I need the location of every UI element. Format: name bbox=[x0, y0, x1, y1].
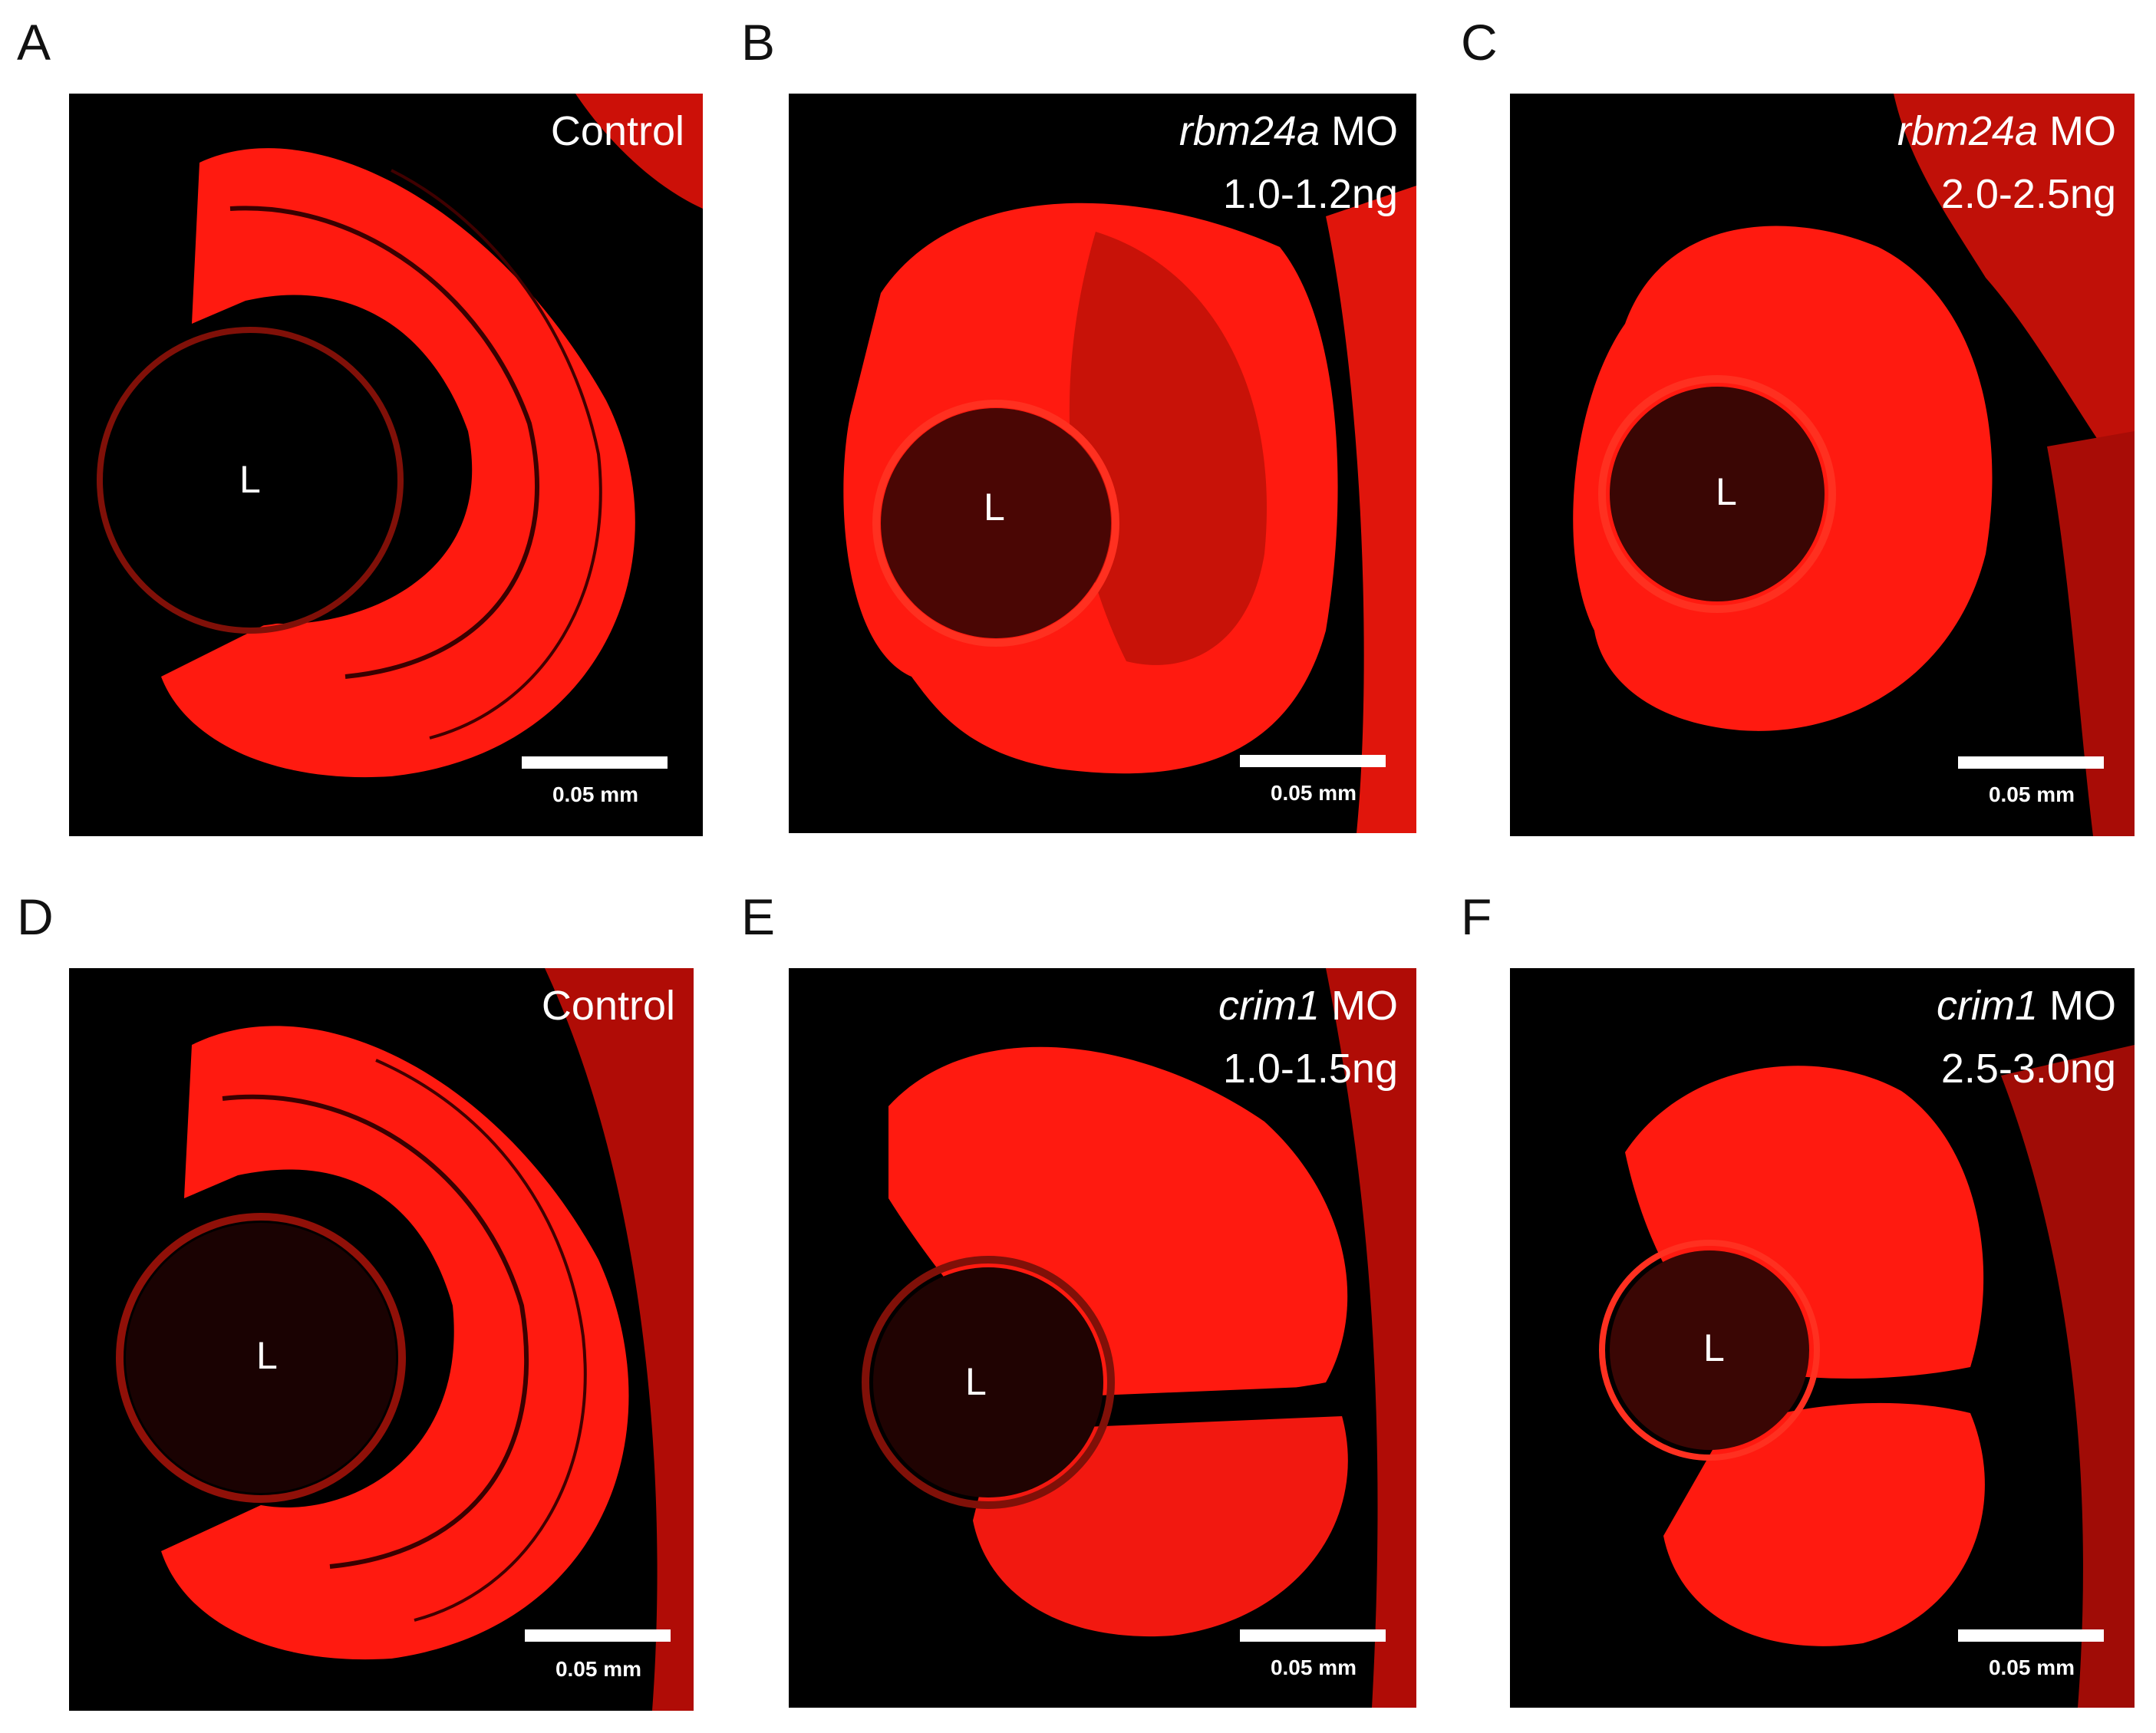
panel-letter-d: D bbox=[17, 888, 54, 945]
panel-letter-c: C bbox=[1461, 14, 1498, 71]
gene-name: rbm24a bbox=[1179, 108, 1320, 154]
panel-b-micrograph: rbm24a MO 1.0-1.2ng L 0.05 mm bbox=[789, 94, 1416, 833]
lens-label: L bbox=[239, 458, 261, 501]
lens-label: L bbox=[256, 1334, 278, 1377]
panel-e-micrograph: crim1 MO 1.0-1.5ng L 0.05 mm bbox=[789, 968, 1416, 1708]
scale-bar bbox=[1240, 1629, 1386, 1642]
gene-name: crim1 bbox=[1218, 983, 1320, 1029]
condition-label: rbm24a MO 1.0-1.2ng bbox=[1179, 100, 1398, 226]
condition-text: MO bbox=[2038, 983, 2116, 1029]
condition-text: MO bbox=[2038, 108, 2116, 154]
panel-a-micrograph: Control L 0.05 mm bbox=[69, 94, 703, 836]
scale-bar-label: 0.05 mm bbox=[555, 1657, 642, 1681]
scale-bar bbox=[1240, 755, 1386, 767]
scale-bar bbox=[525, 1629, 671, 1642]
eye-section-image bbox=[843, 186, 1416, 833]
eye-section-image bbox=[1573, 94, 2135, 836]
eye-section-image bbox=[116, 968, 694, 1711]
condition-label: crim1 MO 1.0-1.5ng bbox=[1218, 974, 1398, 1100]
panel-letter-b: B bbox=[741, 14, 776, 71]
panel-c-micrograph: rbm24a MO 2.0-2.5ng L 0.05 mm bbox=[1510, 94, 2135, 836]
panel-f-micrograph: crim1 MO 2.5-3.0ng L 0.05 mm bbox=[1510, 968, 2135, 1708]
condition-label: rbm24a MO 2.0-2.5ng bbox=[1897, 100, 2116, 226]
panel-letter-e: E bbox=[741, 888, 776, 945]
condition-label: crim1 MO 2.5-3.0ng bbox=[1937, 974, 2116, 1100]
condition-label: Control bbox=[542, 974, 675, 1037]
scale-bar bbox=[522, 756, 668, 769]
panel-d-micrograph: Control L 0.05 mm bbox=[69, 968, 694, 1711]
scale-bar bbox=[1958, 756, 2104, 769]
gene-name: crim1 bbox=[1937, 983, 2038, 1029]
scale-bar-label: 0.05 mm bbox=[1988, 782, 2075, 806]
eye-section-image bbox=[1599, 1045, 2135, 1708]
scale-bar bbox=[1958, 1629, 2104, 1642]
lens-label: L bbox=[965, 1360, 987, 1403]
gene-name: rbm24a bbox=[1897, 108, 2038, 154]
eye-section-image bbox=[862, 968, 1416, 1708]
dose-label: 2.0-2.5ng bbox=[1940, 171, 2116, 217]
dose-label: 2.5-3.0ng bbox=[1940, 1046, 2116, 1092]
panel-letter-f: F bbox=[1461, 888, 1492, 945]
condition-text: Control bbox=[541, 983, 675, 1029]
condition-text: Control bbox=[550, 108, 684, 154]
scale-bar-label: 0.05 mm bbox=[1270, 781, 1357, 805]
condition-text: MO bbox=[1320, 108, 1398, 154]
scale-bar-label: 0.05 mm bbox=[1988, 1656, 2075, 1679]
lens-label: L bbox=[1716, 470, 1737, 513]
scale-bar-label: 0.05 mm bbox=[1270, 1656, 1357, 1679]
eye-section-image bbox=[97, 94, 703, 778]
dose-label: 1.0-1.2ng bbox=[1222, 171, 1398, 217]
panel-letter-a: A bbox=[17, 14, 51, 71]
dose-label: 1.0-1.5ng bbox=[1222, 1046, 1398, 1092]
scale-bar-label: 0.05 mm bbox=[552, 782, 639, 806]
lens-label: L bbox=[984, 486, 1005, 529]
condition-label: Control bbox=[551, 100, 684, 163]
condition-text: MO bbox=[1320, 983, 1398, 1029]
lens-label: L bbox=[1703, 1326, 1725, 1369]
